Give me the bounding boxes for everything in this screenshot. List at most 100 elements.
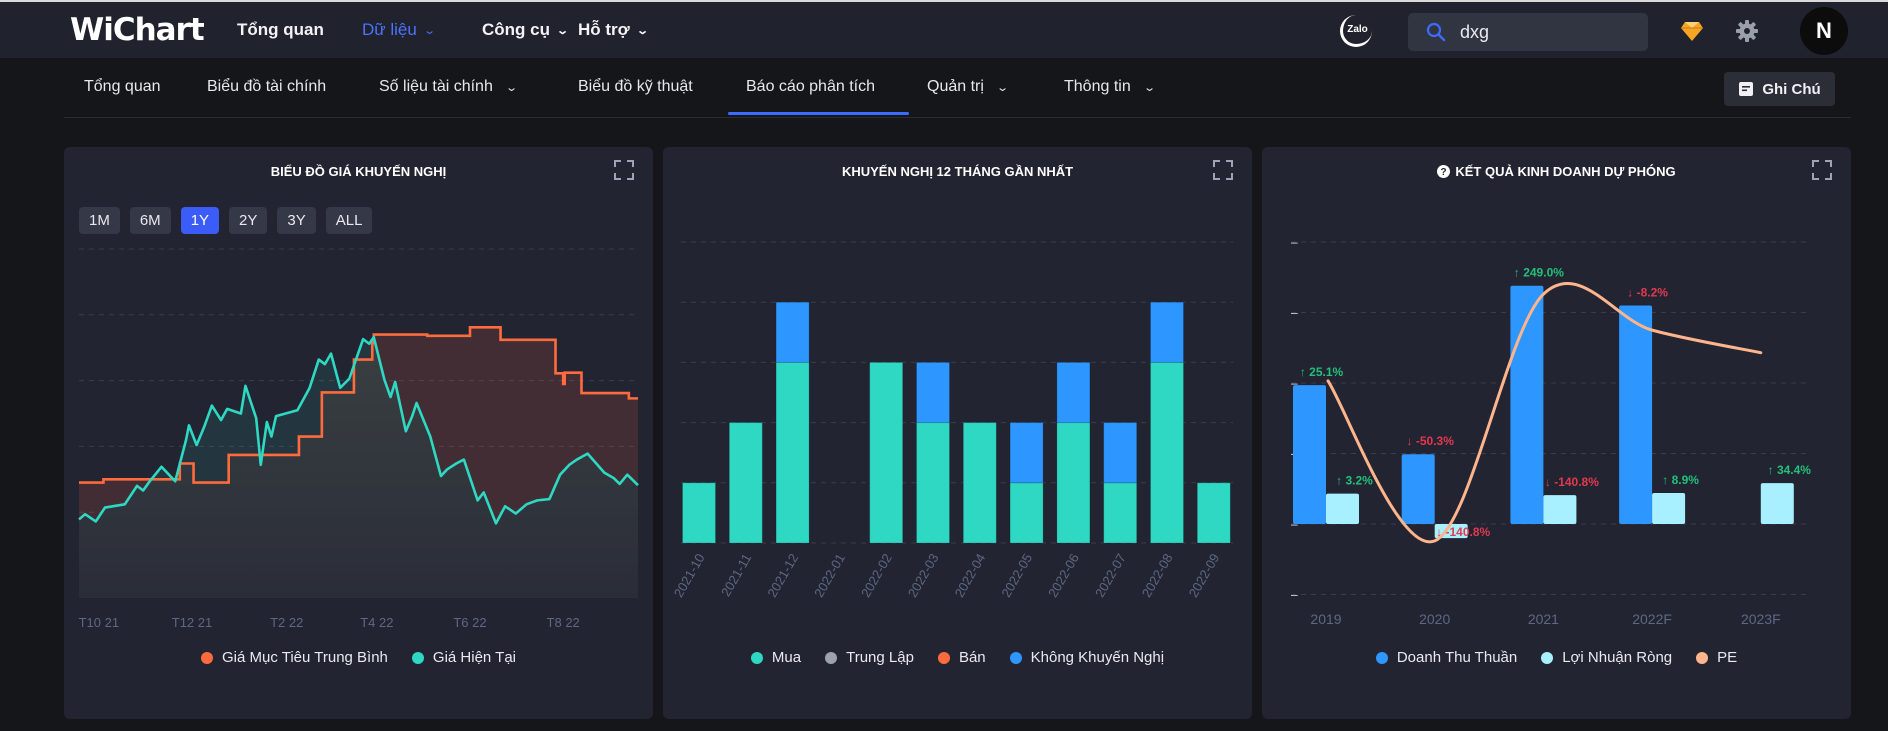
- x-tick-label: 2022-02: [858, 551, 895, 600]
- nav-item-tong-quan[interactable]: Tổng quan: [237, 20, 324, 40]
- note-icon: [1739, 82, 1754, 96]
- period-all[interactable]: ALL: [325, 207, 373, 234]
- growth-label: ↓ -50.3%: [1407, 434, 1455, 448]
- bar-segment-mua: [962, 422, 997, 544]
- subnav-label: Biểu đồ tài chính: [207, 78, 327, 95]
- legend-label: Mua: [771, 649, 802, 666]
- nav-item-ho-tro[interactable]: Hỗ trợ ⌄: [578, 20, 649, 40]
- nav-label: Tổng quan: [237, 20, 324, 39]
- subnav-label: Thông tin: [1064, 78, 1131, 95]
- legend-pe[interactable]: PE: [1696, 649, 1737, 666]
- help-circle-icon[interactable]: ?: [1437, 165, 1451, 178]
- chevron-down-icon: ⌄: [996, 81, 1009, 94]
- expand-icon[interactable]: [1212, 159, 1234, 181]
- period-1y[interactable]: 1Y: [180, 207, 220, 234]
- expand-icon[interactable]: [613, 159, 635, 181]
- nav-item-cong-cu[interactable]: Công cụ ⌄: [482, 20, 570, 40]
- x-tick-label: 2023F: [1741, 611, 1781, 627]
- legend-gia-hien-tai[interactable]: Giá Hiện Tại: [411, 649, 516, 666]
- legend-dot: [200, 651, 213, 664]
- x-tick-label: 2022-05: [998, 551, 1035, 600]
- expand-icon[interactable]: [1811, 159, 1833, 181]
- zalo-icon[interactable]: Zalo: [1340, 15, 1372, 47]
- user-avatar[interactable]: N: [1800, 7, 1848, 55]
- y-tick-label: –: [1291, 517, 1298, 531]
- subnav-bieu-do-ky-thuat[interactable]: Biểu đồ kỹ thuật: [578, 78, 693, 96]
- search-input[interactable]: [1460, 21, 1630, 43]
- chart-legend: Giá Mục Tiêu Trung Bình Giá Hiện Tại: [64, 649, 653, 666]
- revenue-bar: [1401, 454, 1435, 524]
- net-profit-bar: [1760, 483, 1794, 524]
- nav-label: Dữ liệu: [362, 20, 417, 39]
- chevron-down-icon: ⌄: [1142, 81, 1156, 94]
- y-tick-label: –: [1291, 235, 1298, 249]
- growth-label: ↑ 249.0%: [1514, 266, 1564, 280]
- bar-segment-mua: [869, 361, 904, 544]
- active-tab-indicator: [728, 112, 909, 115]
- ghi-chu-button[interactable]: Ghi Chú: [1724, 72, 1835, 106]
- legend-dot: [1375, 651, 1388, 664]
- bar-segment-không-khuyến-nghị: [1150, 301, 1184, 363]
- bar-segment-không-khuyến-nghị: [775, 301, 810, 363]
- settings-gear-icon[interactable]: [1732, 16, 1762, 46]
- x-tick-label: 2019: [1310, 611, 1341, 627]
- revenue-bar: [1510, 285, 1544, 524]
- subnav-tong-quan[interactable]: Tổng quan: [84, 78, 161, 96]
- forecast-chart: ––––––↑ 25.1%↑ 3.2%2019↓ -50.3%↓ -140.8%…: [1291, 235, 1812, 627]
- panel-title: KHUYẾN NGHỊ 12 THÁNG GẦN NHẤT: [663, 164, 1252, 179]
- bar-segment-không-khuyến-nghị: [1009, 422, 1044, 484]
- legend-gia-muc-tieu[interactable]: Giá Mục Tiêu Trung Bình: [200, 649, 388, 666]
- subnav-label: Quản trị: [927, 78, 984, 95]
- x-tick-label: 2022F: [1632, 611, 1672, 627]
- subnav-bao-cao-phan-tich[interactable]: Báo cáo phân tích: [746, 78, 875, 96]
- growth-label: ↑ 25.1%: [1300, 365, 1344, 379]
- wichart-logo[interactable]: WiChart: [70, 12, 205, 48]
- bar-segment-mua: [1196, 482, 1231, 544]
- chart-title: KHUYẾN NGHỊ 12 THÁNG GẦN NHẤT: [841, 164, 1074, 179]
- bar-segment-mua: [916, 422, 950, 544]
- legend-loi-nhuan-rong[interactable]: Lợi Nhuận Ròng: [1541, 649, 1672, 666]
- legend-doanh-thu-thuan[interactable]: Doanh Thu Thuần: [1375, 649, 1518, 666]
- chevron-down-icon: ⌄: [505, 81, 518, 94]
- subnav-label: Báo cáo phân tích: [746, 78, 875, 95]
- x-tick-label: T8 22: [547, 615, 580, 630]
- subnav-label: Biểu đồ kỹ thuật: [578, 78, 693, 95]
- subnav-thong-tin[interactable]: Thông tin ⌄: [1064, 78, 1156, 96]
- chevron-down-icon: ⌄: [556, 24, 570, 37]
- search-box[interactable]: [1408, 13, 1648, 51]
- chevron-down-icon: ⌄: [423, 24, 436, 37]
- x-tick-label: 2022-04: [952, 551, 989, 600]
- business-forecast-panel: ––––––↑ 25.1%↑ 3.2%2019↓ -50.3%↓ -140.8%…: [1262, 147, 1851, 719]
- period-2y[interactable]: 2Y: [229, 207, 268, 234]
- recommendation-chart: 2021-10 2021-11 2021-12 2022-01 2022-02 2022-…: [671, 241, 1233, 600]
- period-6m[interactable]: 6M: [129, 207, 171, 234]
- growth-label: ↑ 34.4%: [1768, 463, 1812, 477]
- bar-segment-mua: [728, 422, 763, 544]
- current-price-line: [78, 335, 639, 525]
- price-recommendation-panel: T10 21 T12 21 T2 22 T4 22 T6 22 T8 22 BIỂU ĐỒ…: [64, 147, 653, 719]
- legend-trung-lap[interactable]: Trung Lập: [825, 649, 914, 666]
- pe-line: [1326, 281, 1763, 544]
- period-3y[interactable]: 3Y: [277, 207, 316, 234]
- nav-item-du-lieu[interactable]: Dữ liệu ⌄: [362, 20, 436, 40]
- x-tick-label: 2022-08: [1139, 551, 1176, 600]
- legend-label: Doanh Thu Thuần: [1396, 649, 1518, 666]
- x-tick-label: 2021-10: [671, 551, 708, 600]
- legend-label: Giá Mục Tiêu Trung Bình: [221, 649, 388, 666]
- x-tick-label: 2022-09: [1186, 551, 1223, 600]
- legend-ban[interactable]: Bán: [937, 649, 986, 666]
- legend-mua[interactable]: Mua: [750, 649, 802, 666]
- period-1m[interactable]: 1M: [79, 207, 120, 234]
- nav-label: Công cụ: [482, 20, 550, 39]
- legend-khong-khuyen-nghi[interactable]: Không Khuyến Nghị: [1009, 649, 1164, 666]
- diamond-icon[interactable]: [1677, 16, 1707, 46]
- legend-label: Lợi Nhuận Ròng: [1562, 649, 1673, 666]
- legend-label: Bán: [958, 649, 986, 666]
- subnav-quan-tri[interactable]: Quản trị ⌄: [927, 78, 1009, 96]
- growth-label: ↑ 8.9%: [1662, 473, 1699, 487]
- subnav-so-lieu-tai-chinh[interactable]: Số liệu tài chính ⌄: [379, 78, 518, 96]
- y-tick-label: –: [1291, 588, 1298, 602]
- subnav-bieu-do-tai-chinh[interactable]: Biểu đồ tài chính: [207, 78, 326, 96]
- subnav-label: Số liệu tài chính: [379, 78, 493, 95]
- x-tick-label: 2022-07: [1092, 551, 1129, 600]
